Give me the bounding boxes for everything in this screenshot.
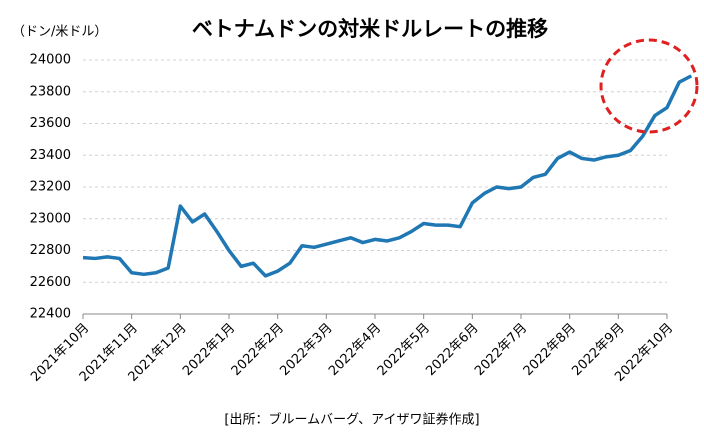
y-tick-label: 22800 (30, 243, 71, 258)
y-tick-label: 22600 (30, 275, 71, 290)
y-tick-label: 23400 (30, 148, 71, 163)
line (82, 74, 693, 278)
chart-title: ベトナムドンの対米ドルレートの推移 (192, 17, 548, 41)
highlight-circle (599, 38, 699, 134)
y-tick-label: 23200 (30, 180, 71, 195)
y-tick-label: 24000 (30, 53, 71, 68)
y-tick-label: 23600 (30, 116, 71, 131)
y-tick-label: 23000 (30, 211, 71, 226)
y-axis-label: （ドン/米ドル） (12, 25, 107, 40)
source: [出所：ブルームバーグ、アイザワ証券作成] (224, 412, 479, 428)
y-tick-label: 23800 (30, 84, 71, 99)
y-tick-label: 22400 (30, 307, 71, 322)
